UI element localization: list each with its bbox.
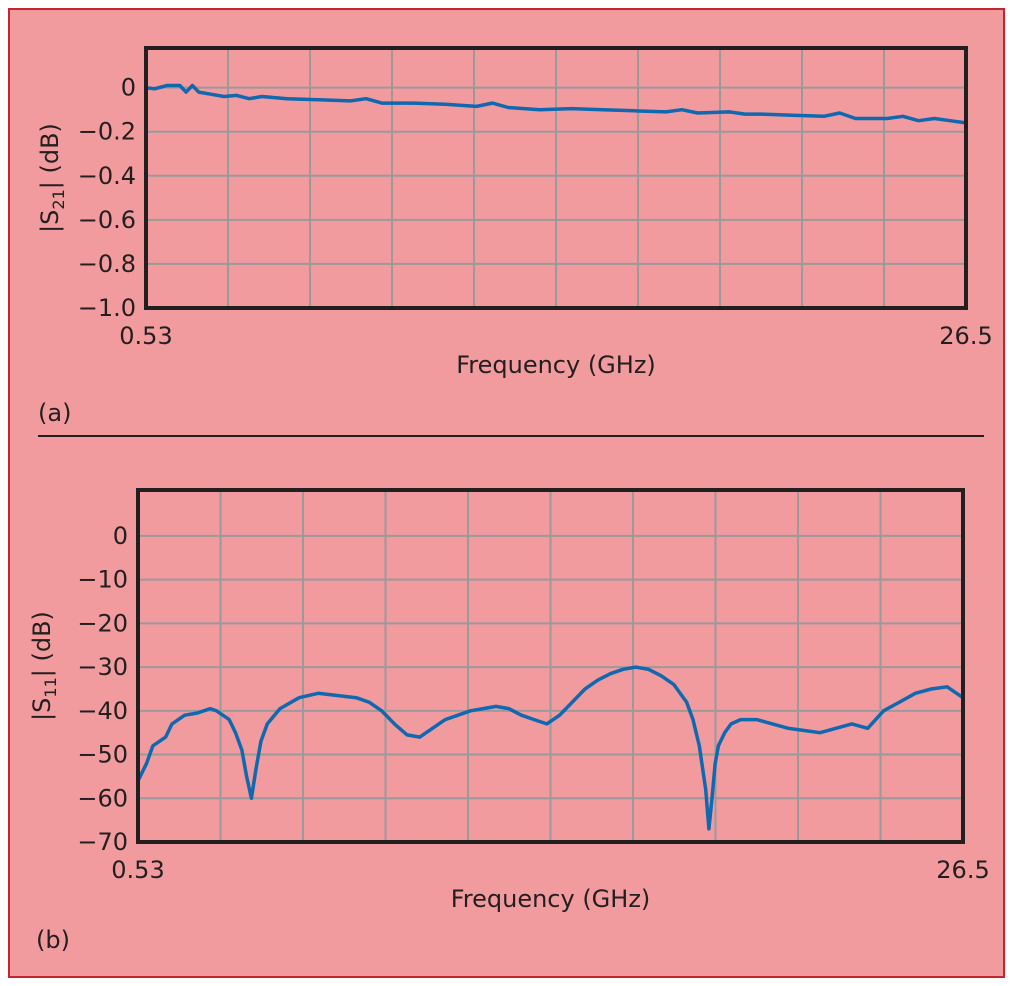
y-axis-label: |S11| (dB) <box>28 611 60 721</box>
y-tick-labels: 0 −0.2 −0.4 −0.6 −0.8 −1.0 <box>78 74 136 322</box>
x-tick-label-end: 26.5 <box>936 856 989 884</box>
y-tick-label: 0 <box>113 522 128 550</box>
grid-lines <box>146 48 966 309</box>
panel-label: (a) <box>38 399 71 427</box>
y-axis-label-prefix: |S <box>36 210 64 233</box>
plot-frame <box>144 46 968 310</box>
x-axis-label: Frequency (GHz) <box>456 351 656 379</box>
y-axis-label: |S21| (dB) <box>36 123 68 233</box>
y-axis-label-subscript: 21 <box>49 189 68 209</box>
figure: 0 −0.2 −0.4 −0.6 −0.8 −1.0 0.53 26.5 Frequenc… <box>8 8 1005 978</box>
y-axis-label-subscript: 11 <box>41 677 60 697</box>
y-axis-label-prefix: |S <box>28 698 56 721</box>
series-layer <box>136 665 964 831</box>
series-layer <box>145 83 967 125</box>
y-tick-label: −40 <box>77 697 128 725</box>
y-tick-label: −30 <box>77 653 128 681</box>
x-axis-label: Frequency (GHz) <box>451 885 651 913</box>
y-tick-label: −1.0 <box>78 294 136 322</box>
y-tick-label: −0.6 <box>78 206 136 234</box>
y-tick-label: −0.4 <box>78 162 136 190</box>
panel-b-chart: 0 −10 −20 −30 −40 −50 −60 −70 0.53 26.5 Frequen… <box>28 488 990 954</box>
y-tick-label: −10 <box>77 566 128 594</box>
panel-a-chart: 0 −0.2 −0.4 −0.6 −0.8 −1.0 0.53 26.5 Frequenc… <box>36 46 993 427</box>
series-line <box>145 83 967 125</box>
y-tick-labels: 0 −10 −20 −30 −40 −50 −60 −70 <box>77 522 128 856</box>
y-tick-label: −70 <box>77 828 128 856</box>
panel-label: (b) <box>36 926 70 954</box>
y-tick-label: −0.8 <box>78 250 136 278</box>
y-axis-label-suffix: | (dB) <box>36 123 64 189</box>
y-tick-label: −60 <box>77 784 128 812</box>
x-tick-label-end: 26.5 <box>939 322 992 350</box>
y-tick-label: −50 <box>77 741 128 769</box>
series-line <box>136 665 964 831</box>
y-tick-label: 0 <box>121 74 136 102</box>
y-tick-label: −0.2 <box>78 118 136 146</box>
y-tick-label: −20 <box>77 609 128 637</box>
x-tick-label-start: 0.53 <box>119 322 172 350</box>
figure-background <box>8 8 1005 978</box>
y-axis-label-suffix: | (dB) <box>28 611 56 677</box>
plot-frame <box>136 488 965 844</box>
x-tick-label-start: 0.53 <box>111 856 164 884</box>
